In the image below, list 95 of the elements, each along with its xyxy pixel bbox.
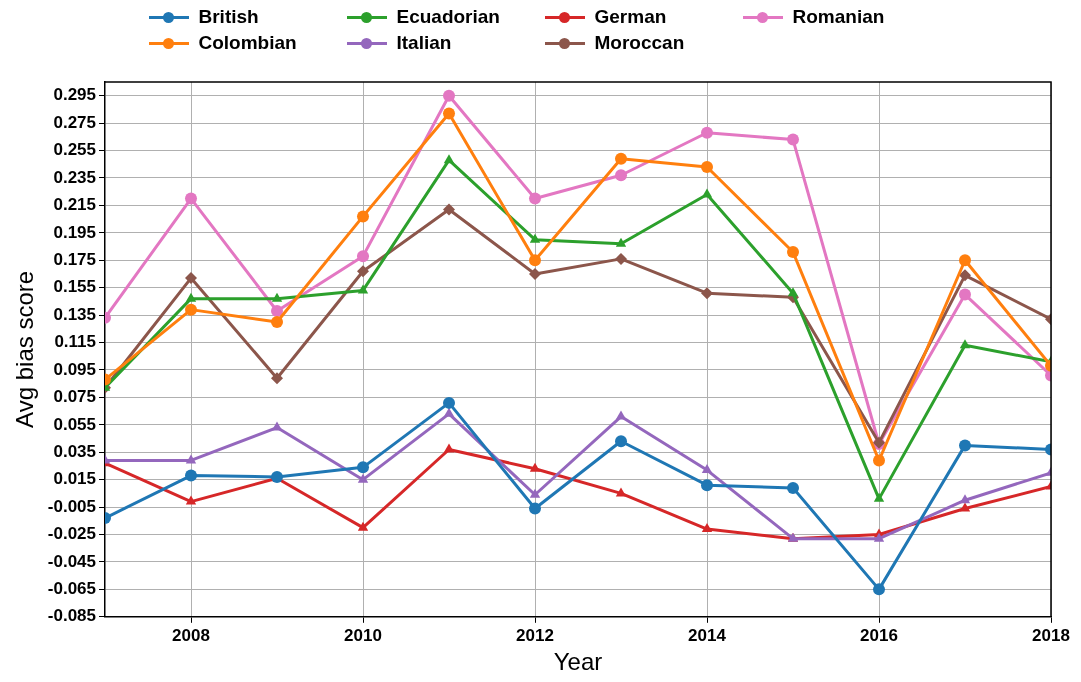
point <box>701 287 713 300</box>
point <box>357 210 369 223</box>
point <box>443 89 455 102</box>
point <box>959 494 971 504</box>
x-tick-label: 2018 <box>1032 625 1070 645</box>
point <box>357 521 369 531</box>
point <box>271 292 283 302</box>
point <box>701 126 713 139</box>
y-tick-label: 0.075 <box>53 387 96 407</box>
point <box>615 410 627 420</box>
point <box>615 435 627 448</box>
y-tick-label: 0.055 <box>53 414 96 434</box>
point <box>271 305 283 317</box>
point <box>701 161 713 174</box>
point <box>787 133 799 146</box>
point <box>959 339 971 349</box>
point <box>185 469 197 482</box>
point <box>357 473 369 483</box>
point <box>443 443 455 453</box>
point <box>701 188 713 198</box>
point <box>701 464 713 474</box>
point <box>443 396 455 409</box>
point <box>357 250 369 263</box>
point <box>185 272 197 285</box>
y-tick-label: 0.095 <box>53 359 96 379</box>
point <box>185 192 197 205</box>
legend-label: Italian <box>396 32 452 54</box>
y-tick-label: 0.215 <box>53 195 96 215</box>
point <box>701 479 713 492</box>
point <box>615 237 627 247</box>
x-tick-label: 2014 <box>688 625 727 645</box>
point <box>701 523 713 533</box>
point <box>959 254 971 267</box>
y-tick-label: 0.135 <box>53 304 96 324</box>
legend-label: Moroccan <box>594 32 685 54</box>
point <box>357 265 369 278</box>
y-tick-label: 0.275 <box>53 112 96 132</box>
y-axis-title: Avg bias score <box>11 270 39 428</box>
y-tick-label: 0.155 <box>53 277 96 297</box>
x-tick-label: 2008 <box>172 625 210 645</box>
point <box>443 107 455 120</box>
legend-label: British <box>198 6 259 28</box>
y-tick-label: 0.295 <box>53 85 96 105</box>
point <box>615 252 627 265</box>
point <box>615 169 627 182</box>
point <box>529 192 541 205</box>
y-tick-label: 0.035 <box>53 441 96 461</box>
x-axis-title: Year <box>553 648 603 676</box>
point <box>787 246 799 259</box>
point <box>529 462 541 472</box>
point <box>787 481 799 494</box>
point <box>529 488 541 498</box>
legend-label: Romanian <box>792 6 885 28</box>
point <box>787 287 799 297</box>
point <box>959 269 971 282</box>
point <box>529 267 541 280</box>
point <box>443 154 455 164</box>
y-tick-label: 0.015 <box>53 469 96 489</box>
y-tick-label: -0.065 <box>47 579 96 599</box>
point <box>873 492 885 502</box>
x-tick-label: 2012 <box>516 625 554 645</box>
legend-label: Ecuadorian <box>396 6 500 28</box>
point <box>873 583 885 596</box>
y-tick-label: 0.235 <box>53 167 96 187</box>
point <box>271 372 283 385</box>
y-tick-label: 0.175 <box>53 249 96 269</box>
point <box>185 495 197 505</box>
x-tick-label: 2016 <box>860 625 898 645</box>
point <box>271 315 283 328</box>
legend-label: Colombian <box>198 32 297 54</box>
y-tick-label: 0.115 <box>54 332 96 352</box>
point <box>185 303 197 316</box>
y-tick-label: -0.045 <box>47 551 96 571</box>
y-tick-label: -0.025 <box>47 524 96 544</box>
point <box>357 284 369 294</box>
point <box>615 487 627 497</box>
point <box>959 288 971 301</box>
point <box>185 292 197 302</box>
point <box>529 502 541 515</box>
point <box>529 233 541 243</box>
point <box>271 421 283 431</box>
point <box>443 203 455 216</box>
point <box>529 254 541 267</box>
legend-label: German <box>594 6 667 28</box>
point <box>357 461 369 474</box>
x-tick-label: 2010 <box>344 625 382 645</box>
point <box>873 532 885 542</box>
point <box>443 407 455 417</box>
y-tick-label: 0.195 <box>53 222 96 242</box>
y-tick-label: -0.085 <box>47 606 96 626</box>
point <box>959 439 971 452</box>
y-tick-label: 0.255 <box>53 140 96 160</box>
y-tick-label: -0.005 <box>47 496 96 516</box>
point <box>873 454 885 467</box>
point <box>615 152 627 165</box>
